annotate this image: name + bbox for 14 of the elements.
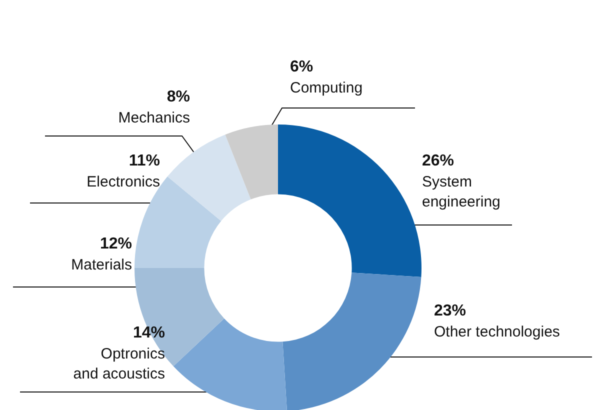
slice-label: Optronics and acoustics <box>73 346 165 382</box>
slice-label: Mechanics <box>118 110 190 126</box>
slice-label: Other technologies <box>434 324 560 340</box>
slice-label: Electronics <box>86 174 160 190</box>
data-label: 6% <box>290 58 314 76</box>
slice-label: System engineering <box>422 174 500 210</box>
data-label: 12% <box>100 236 132 252</box>
data-label: 14% <box>132 324 165 342</box>
slice-label: Computing <box>290 80 363 96</box>
slice-label: Materials <box>71 256 132 274</box>
data-label: 26% <box>422 152 454 170</box>
data-label: 8% <box>166 88 190 106</box>
data-label: 11% <box>128 152 160 170</box>
data-label: 23% <box>434 302 466 320</box>
